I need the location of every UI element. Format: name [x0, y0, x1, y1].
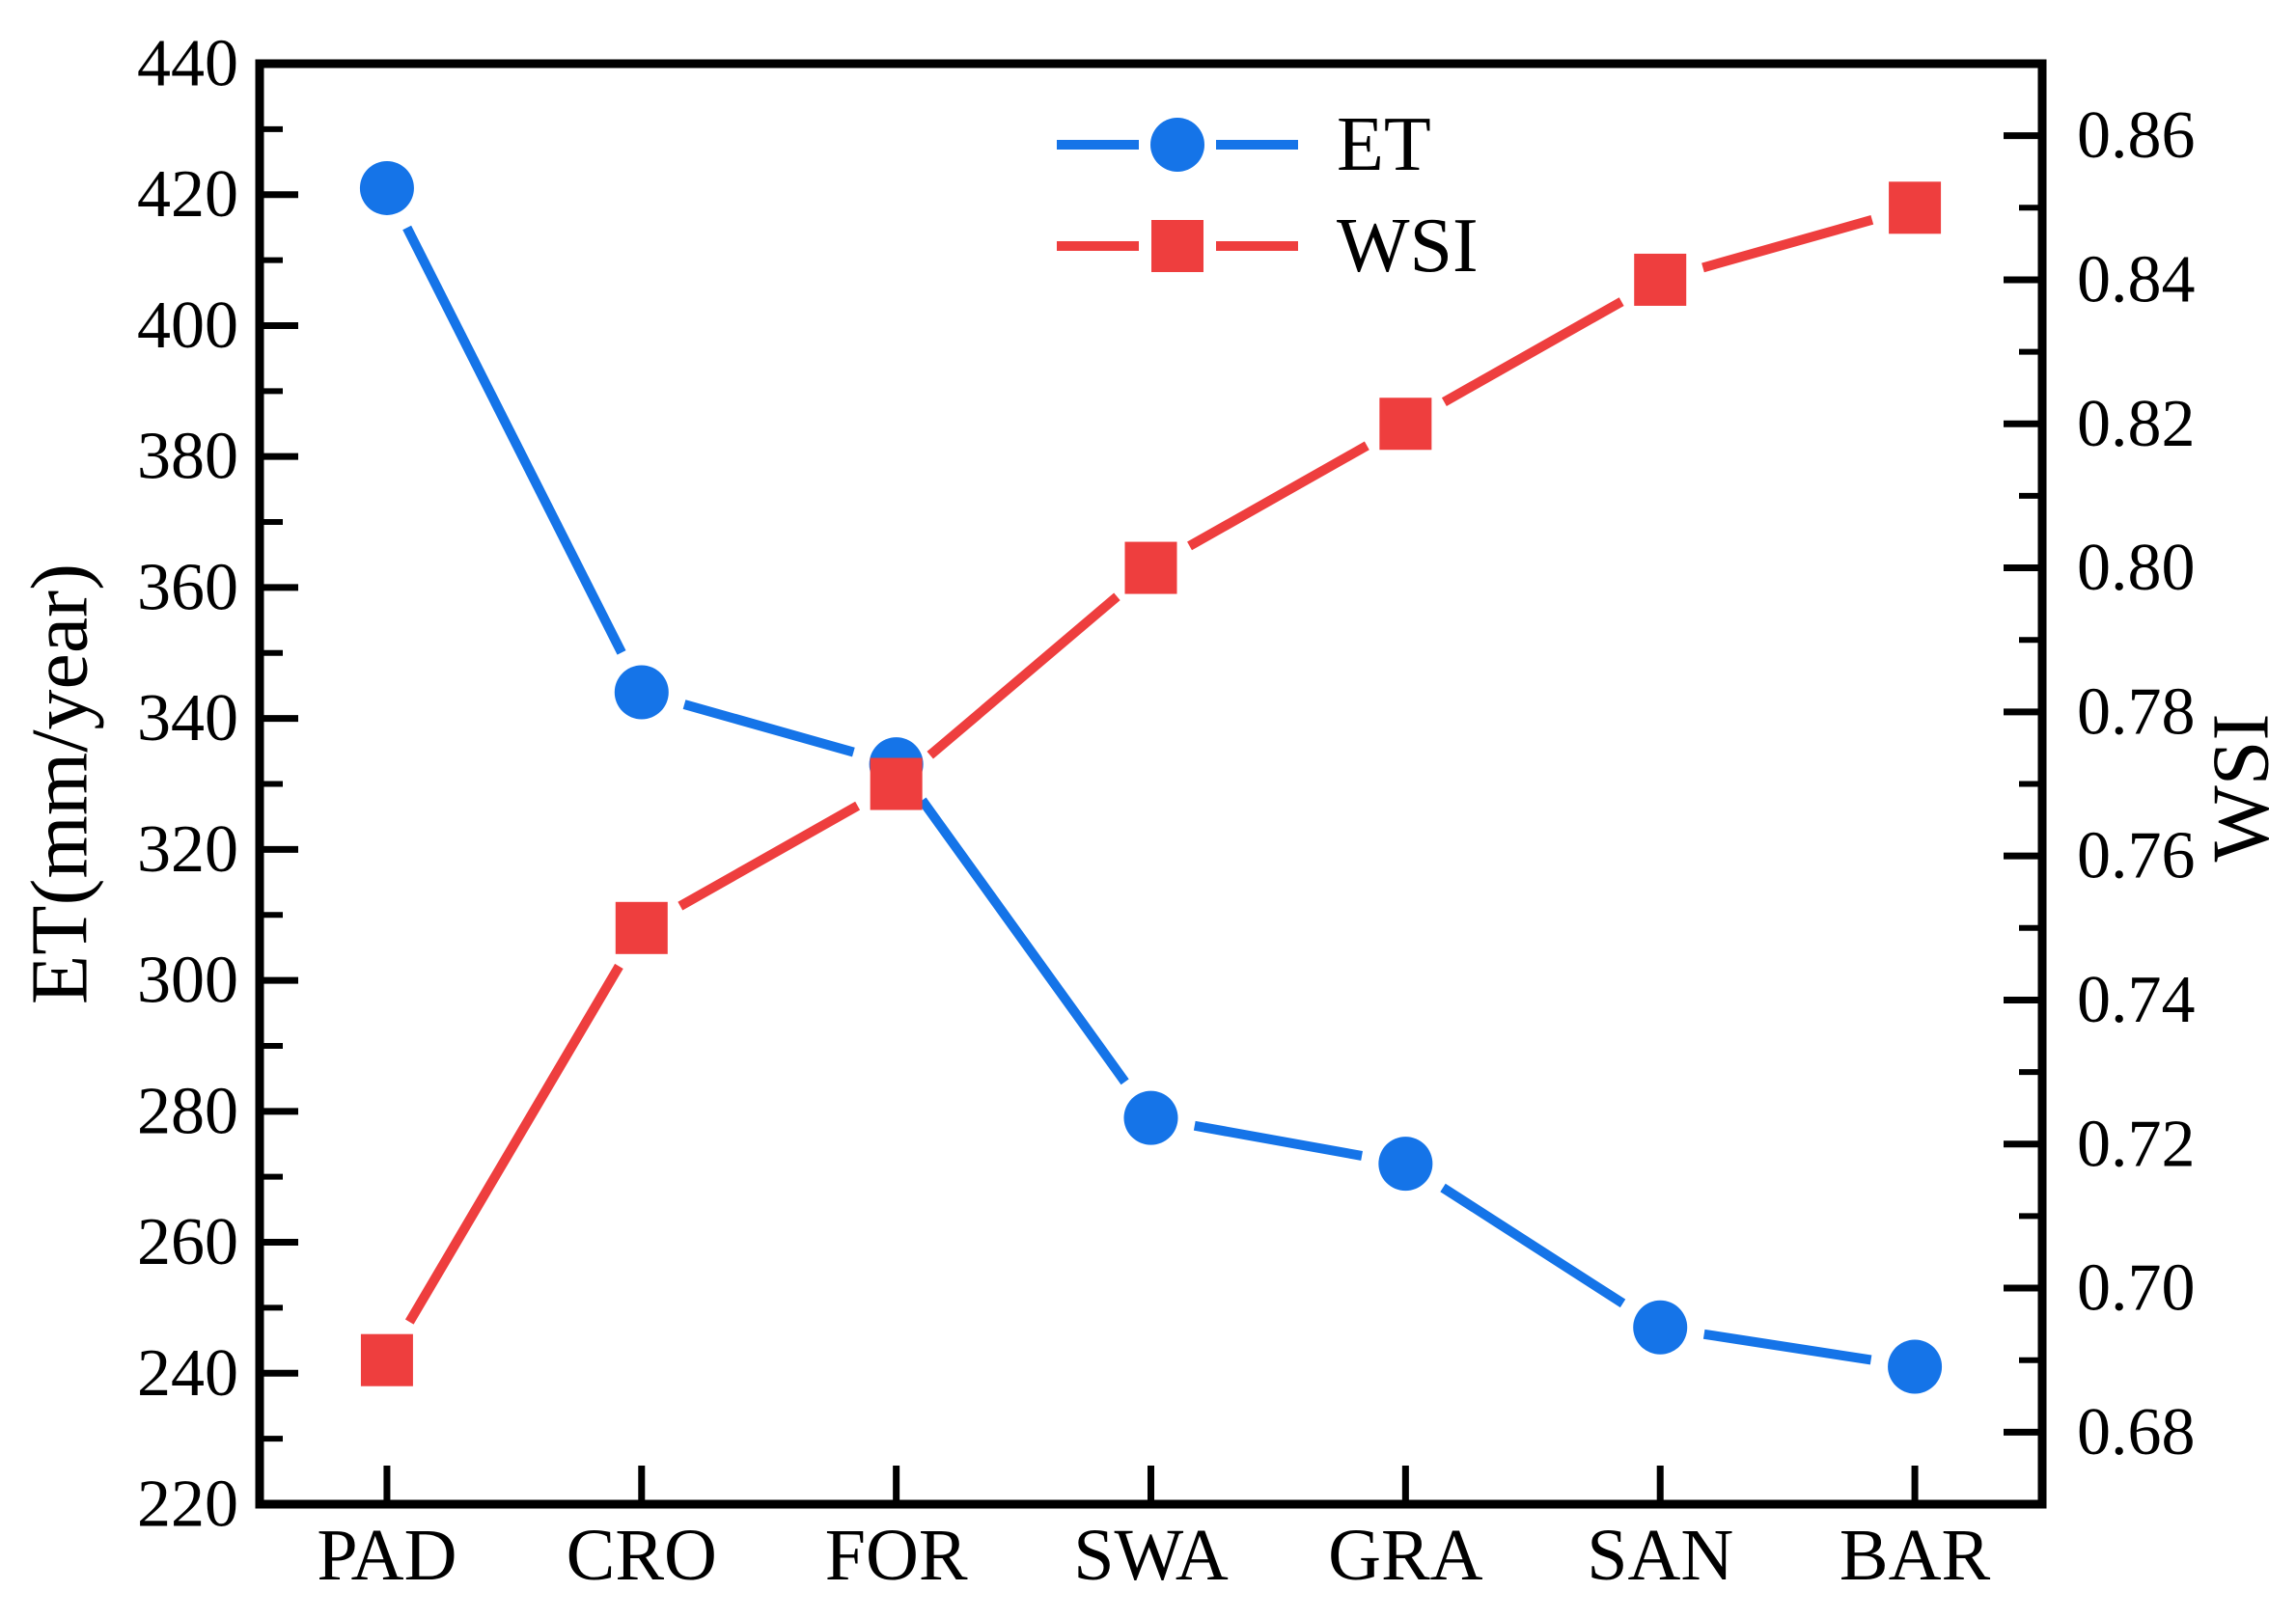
- et-marker-pad: [359, 160, 414, 215]
- wsi-marker-cro: [615, 901, 668, 954]
- et-marker-bar: [1888, 1339, 1943, 1394]
- legend-marker-et: [1150, 118, 1204, 172]
- left-tick-label: 300: [137, 944, 238, 1018]
- right-tick-label: 0.80: [2077, 531, 2196, 605]
- wsi-marker-pad: [360, 1333, 413, 1386]
- et-line-segment: [1193, 1120, 1363, 1161]
- legend-label-et: ET: [1337, 102, 1431, 187]
- wsi-line-segment: [927, 592, 1120, 759]
- right-tick-label: 0.78: [2077, 674, 2196, 749]
- et-line-segment: [918, 797, 1129, 1085]
- right-tick-label: 0.84: [2077, 242, 2196, 316]
- right-tick-label: 0.86: [2077, 98, 2196, 173]
- right-tick-label: 0.76: [2077, 819, 2196, 893]
- right-tick-label: 0.68: [2077, 1395, 2196, 1469]
- et-marker-gra: [1378, 1137, 1433, 1192]
- left-tick-label: 240: [137, 1336, 238, 1411]
- left-tick-label: 220: [137, 1468, 238, 1542]
- x-tick-label: SAN: [1587, 1515, 1733, 1596]
- x-tick-label: PAD: [317, 1515, 456, 1596]
- x-tick-label: BAR: [1840, 1515, 1991, 1596]
- right-tick-label: 0.82: [2077, 387, 2196, 461]
- x-tick-label: GRA: [1328, 1515, 1483, 1596]
- left-tick-label: 420: [137, 157, 238, 232]
- right-axis-title: WSI: [2197, 714, 2286, 863]
- left-tick-label: 340: [137, 681, 238, 755]
- legend-label-wsi: WSI: [1337, 204, 1479, 288]
- et-line-segment: [682, 700, 855, 757]
- et-line-segment: [402, 225, 626, 655]
- left-tick-label: 400: [137, 288, 238, 363]
- left-tick-label: 380: [137, 420, 238, 494]
- plot-frame: [255, 59, 2047, 1509]
- left-tick-label: 440: [137, 27, 238, 101]
- et-marker-san: [1633, 1300, 1688, 1355]
- wsi-line-segment: [404, 963, 623, 1325]
- et-marker-cro: [614, 665, 669, 720]
- x-tick-label: FOR: [825, 1515, 968, 1596]
- legend-entry-et: ET: [1057, 102, 1431, 187]
- left-tick-label: 360: [137, 550, 238, 624]
- et-marker-swa: [1123, 1090, 1178, 1145]
- x-tick-label: SWA: [1073, 1515, 1229, 1596]
- wsi-marker-swa: [1124, 541, 1177, 594]
- left-tick-label: 320: [137, 812, 238, 887]
- right-tick-label: 0.74: [2077, 963, 2196, 1037]
- left-axis-title: ET(mm/year): [15, 563, 105, 1004]
- legend-entry-wsi: WSI: [1057, 204, 1479, 288]
- wsi-line-segment: [1441, 297, 1624, 406]
- wsi-marker-gra: [1379, 398, 1432, 451]
- wsi-line-segment: [1701, 215, 1874, 273]
- x-tick-label: CRO: [567, 1515, 717, 1596]
- left-tick-label: 260: [137, 1205, 238, 1279]
- left-tick-label: 280: [137, 1074, 238, 1148]
- wsi-marker-for: [870, 757, 923, 810]
- right-tick-label: 0.70: [2077, 1251, 2196, 1326]
- et-line-segment: [1702, 1329, 1872, 1365]
- right-tick-label: 0.72: [2077, 1107, 2196, 1181]
- legend-marker-wsi: [1151, 220, 1203, 272]
- et-series: [359, 160, 1943, 1394]
- wsi-line-segment: [1187, 441, 1369, 551]
- wsi-marker-bar: [1889, 181, 1942, 234]
- wsi-line-segment: [678, 801, 861, 911]
- et-line-segment: [1440, 1183, 1626, 1308]
- wsi-series: [360, 181, 1942, 1386]
- wsi-marker-san: [1634, 253, 1687, 306]
